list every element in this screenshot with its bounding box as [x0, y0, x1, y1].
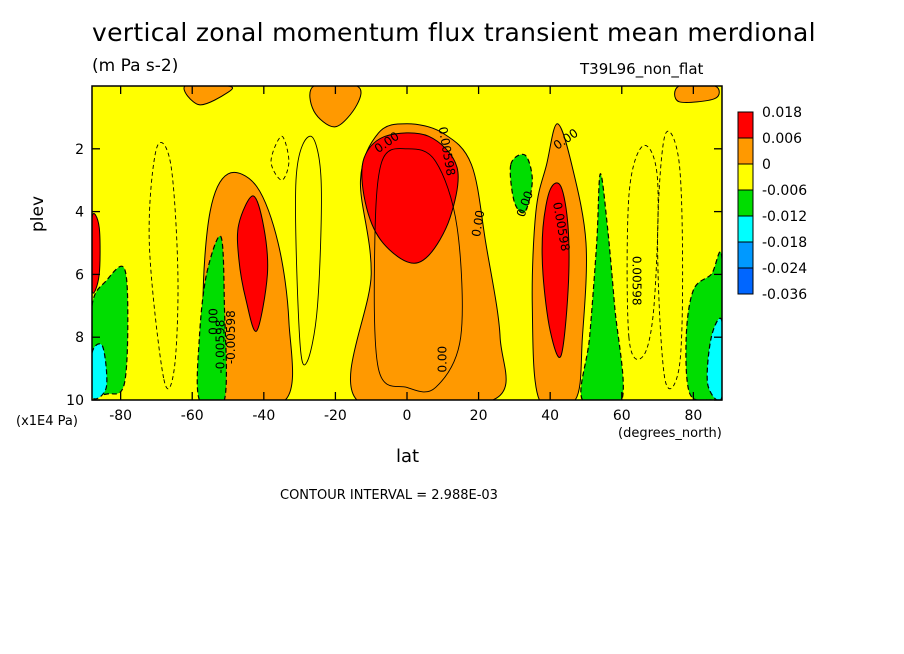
contour-region-15	[92, 343, 108, 400]
colorbar-swatch	[737, 267, 754, 295]
y-tick-label: 4	[75, 205, 84, 221]
colorbar-label: -0.036	[762, 287, 807, 303]
colorbar: 0.018 0.006 0 -0.006 -0.012 -0.018 -0.024 -0.03…	[737, 105, 807, 303]
contour-label: 0.00	[469, 209, 487, 238]
x-tick-label: 80	[684, 408, 702, 424]
x-axis-label: lat	[396, 446, 420, 467]
axes: -80 -60 -40 -20 0 20 40 60 80 2 4 6 8 10	[66, 85, 723, 424]
colorbar-label: -0.018	[762, 235, 807, 251]
x-tick-label: -20	[324, 408, 347, 424]
contour-line-0	[373, 148, 463, 393]
contour-region-4	[309, 86, 362, 128]
contour-region-7	[236, 195, 269, 332]
y-tick-label: 8	[75, 330, 84, 346]
contour-region-14	[509, 153, 533, 214]
contour-line-4	[657, 130, 684, 390]
contour-line-5	[270, 135, 290, 181]
x-tick-label: -60	[181, 408, 204, 424]
colorbar-swatch	[737, 163, 754, 191]
contour-interval-note: CONTOUR INTERVAL = 2.988E-03	[280, 488, 498, 503]
y-tick-label: 2	[75, 142, 84, 158]
colorbar-swatch	[737, 111, 754, 139]
contour-region-12	[580, 173, 624, 400]
run-label: T39L96_non_flat	[580, 60, 704, 78]
colorbar-label: 0	[762, 157, 771, 173]
x-tick-label: 40	[541, 408, 559, 424]
colorbar-label: -0.024	[762, 261, 807, 277]
y-tick-label: 6	[75, 267, 84, 283]
contour-region-8	[541, 182, 570, 358]
contour-label: 0.00	[206, 308, 220, 335]
contour-label: 0.00	[435, 346, 449, 373]
contour-line-3	[148, 142, 179, 390]
x-axis-units: (degrees_north)	[618, 426, 722, 441]
chart-units: (m Pa s-2)	[92, 56, 179, 76]
x-tick-label: -80	[109, 408, 132, 424]
contour-line-1	[295, 135, 322, 366]
colorbar-swatch	[737, 189, 754, 217]
x-tick-label: -40	[252, 408, 275, 424]
colorbar-label: 0.006	[762, 131, 802, 147]
y-axis-units: (x1E4 Pa)	[16, 414, 78, 429]
colorbar-label: -0.012	[762, 209, 807, 225]
colorbar-swatch	[737, 215, 754, 243]
contour-region-3	[183, 86, 233, 106]
contour-label: 0.00598	[630, 256, 644, 306]
plot-area: 0.00 0.000.000.000.000.005980.005980.0059…	[92, 86, 722, 400]
colorbar-label: -0.006	[762, 183, 807, 199]
contour-region-5	[674, 86, 720, 103]
colorbar-label: 0.018	[762, 105, 802, 121]
colorbar-swatch	[737, 241, 754, 269]
contour-label: -0.00598	[224, 310, 238, 364]
x-tick-label: 0	[403, 408, 412, 424]
contour-region-6	[361, 132, 459, 264]
colorbar-swatch	[737, 137, 754, 165]
contour-label: -0.00598	[213, 320, 227, 374]
y-tick-label: 10	[66, 393, 84, 409]
x-tick-label: 60	[613, 408, 631, 424]
chart-title: vertical zonal momentum flux transient m…	[92, 18, 816, 47]
x-tick-label: 20	[470, 408, 488, 424]
contour-region-16	[706, 317, 722, 400]
